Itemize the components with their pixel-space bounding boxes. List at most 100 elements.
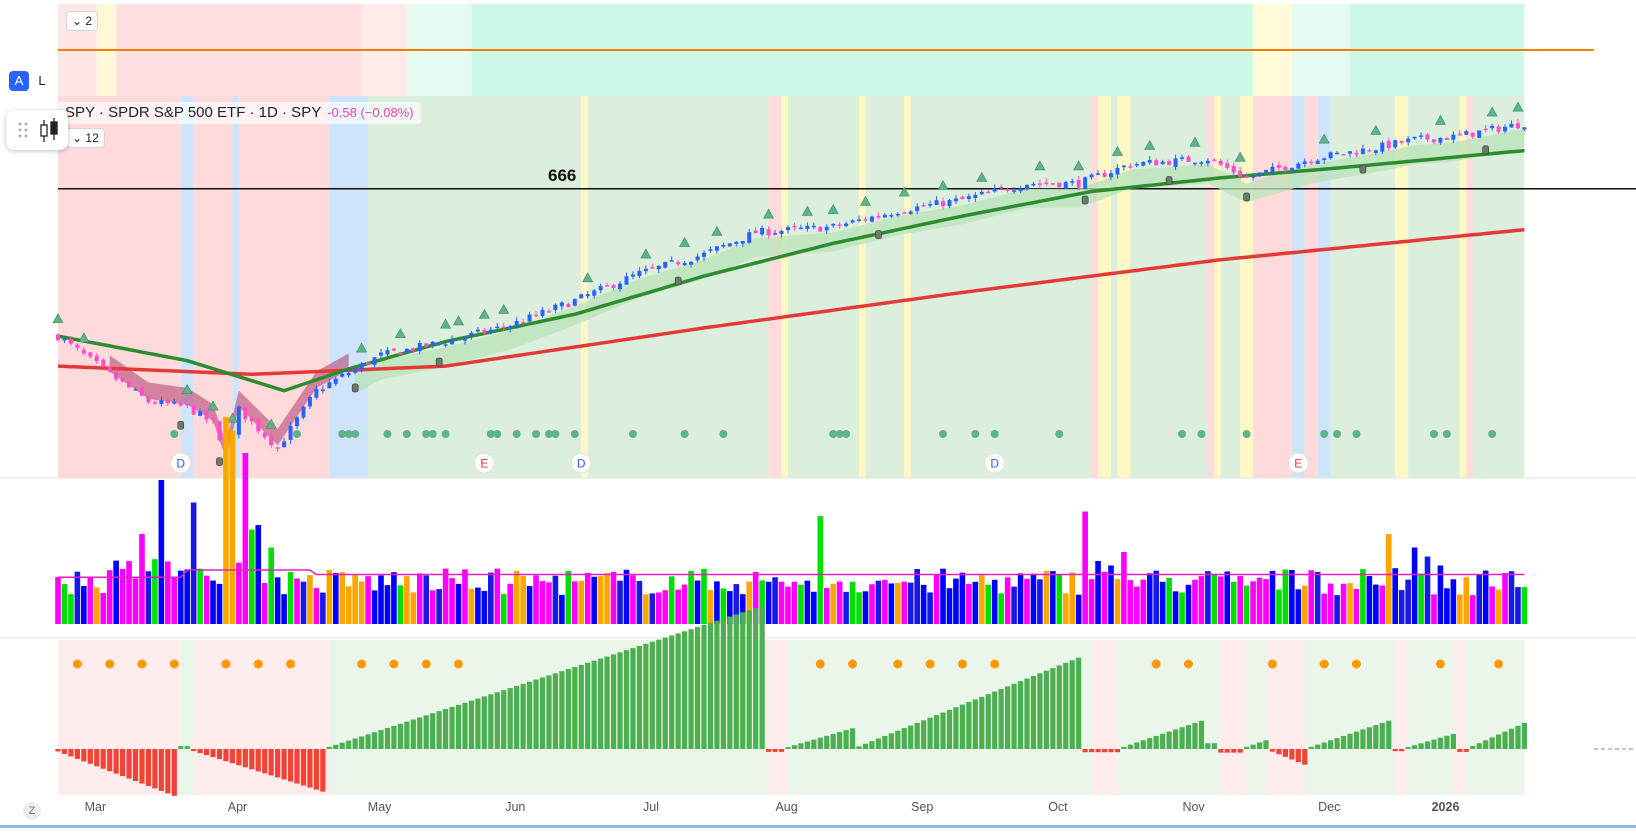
oscillator-bar <box>908 725 914 749</box>
oscillator-bar <box>1276 749 1282 755</box>
buy-triangle <box>1144 139 1156 150</box>
volume-bar <box>429 590 436 624</box>
oscillator-bar <box>281 749 287 780</box>
candle-body <box>1289 167 1294 171</box>
oscillator-bar <box>849 728 856 749</box>
volume-bar <box>332 573 339 624</box>
signal-dot <box>1333 430 1342 438</box>
oscillator-bar <box>1431 739 1437 749</box>
oscillator-bar <box>139 749 145 784</box>
volume-bar <box>843 591 849 624</box>
signal-dot <box>939 430 948 438</box>
oscillator-bar <box>384 727 391 749</box>
oscillator-bar <box>856 746 862 749</box>
candle-body <box>288 425 293 440</box>
oscillator-bar <box>617 652 623 749</box>
candle-body <box>747 232 752 243</box>
volume-bar <box>597 576 604 624</box>
oscillator-bar <box>184 746 190 749</box>
oscillator-bar <box>203 749 210 756</box>
volume-bar <box>488 572 494 624</box>
volume-bar <box>1134 586 1140 624</box>
volume-bar <box>869 584 875 624</box>
oscillator-bar <box>313 749 319 790</box>
oscillator-bar <box>287 749 294 782</box>
signal-dot <box>1442 430 1451 438</box>
oscillator-bar <box>946 709 953 749</box>
osc-dot <box>848 659 858 669</box>
buy-triangle <box>763 208 775 219</box>
regime-band <box>904 96 911 478</box>
x-axis-tick-label: Jun <box>505 800 525 814</box>
volume-bar <box>397 585 404 624</box>
osc-dot <box>105 659 115 669</box>
zoom-reset-button[interactable]: Z <box>23 802 41 820</box>
oscillator-bar <box>210 749 216 758</box>
log-scale-button[interactable]: L <box>32 71 52 91</box>
candle-body <box>1238 170 1243 177</box>
buy-triangle <box>1073 160 1085 171</box>
volume-bar <box>481 590 488 624</box>
osc-dot <box>137 659 147 669</box>
volume-bar <box>752 571 759 624</box>
top-indicator-pane <box>58 4 1594 96</box>
volume-bar <box>610 571 617 624</box>
chart-style-toolbar[interactable] <box>6 110 68 150</box>
oscillator-bar <box>410 719 416 749</box>
oscillator-bar <box>443 709 449 749</box>
oscillator-bar <box>1192 722 1198 749</box>
signal-dot <box>493 430 502 438</box>
volume-bar <box>475 587 481 624</box>
volume-bar <box>223 417 229 624</box>
candle-body <box>185 403 190 406</box>
candle-body <box>1419 135 1424 137</box>
bottom-scrollbar[interactable] <box>0 825 1636 828</box>
volume-bar <box>1011 586 1017 624</box>
candle-body <box>1348 151 1352 154</box>
symbol-legend[interactable]: SPY · SPDR S&P 500 ETF · 1D · SPY -0.58 (… <box>58 102 421 124</box>
candle-body <box>773 233 778 235</box>
indicators-collapse-button[interactable]: ⌄ 12 <box>66 128 105 148</box>
bearish-cloud <box>109 353 349 459</box>
candle-body <box>133 389 138 391</box>
event-marker <box>1287 452 1309 474</box>
drag-handle-icon[interactable] <box>6 110 68 150</box>
candle-body <box>469 332 474 337</box>
candle-body <box>553 304 558 311</box>
volume-bar <box>320 592 326 624</box>
oscillator-bar <box>1205 743 1211 749</box>
candle-body <box>1503 126 1508 132</box>
auto-scale-button[interactable]: A <box>9 71 29 91</box>
volume-bar <box>1114 579 1121 624</box>
top-pane-collapse-button[interactable]: ⌄ 2 <box>66 11 99 31</box>
volume-bar <box>1237 576 1243 624</box>
oscillator-bar <box>1244 746 1250 749</box>
volume-bar <box>345 586 352 624</box>
candle-body <box>1199 162 1204 164</box>
buy-triangle <box>679 236 691 247</box>
volume-bar <box>1314 571 1321 624</box>
oscillator-bar <box>81 749 87 762</box>
candle-body <box>256 419 261 432</box>
volume-bar <box>352 574 358 624</box>
candle-body <box>1050 183 1055 185</box>
candle-body <box>785 227 790 231</box>
regime-band <box>768 96 782 478</box>
regime-band <box>1214 96 1221 478</box>
x-axis-tick-label: Nov <box>1182 800 1205 814</box>
osc-dot <box>1435 659 1445 669</box>
signal-dot <box>1488 430 1497 438</box>
oscillator-bar <box>326 746 332 749</box>
volume-bar <box>1218 576 1224 624</box>
volume-bar <box>1030 573 1037 624</box>
volume-bar <box>1276 589 1282 624</box>
candle-body <box>1102 172 1107 177</box>
oscillator-bar <box>1321 742 1327 749</box>
volume-bar <box>1392 568 1399 624</box>
oscillator-bar <box>430 713 436 749</box>
candle-body <box>424 343 429 347</box>
candle-body <box>753 230 758 234</box>
volume-bar <box>93 587 100 624</box>
legend-change: -0.58 (−0.08%) <box>327 105 414 120</box>
